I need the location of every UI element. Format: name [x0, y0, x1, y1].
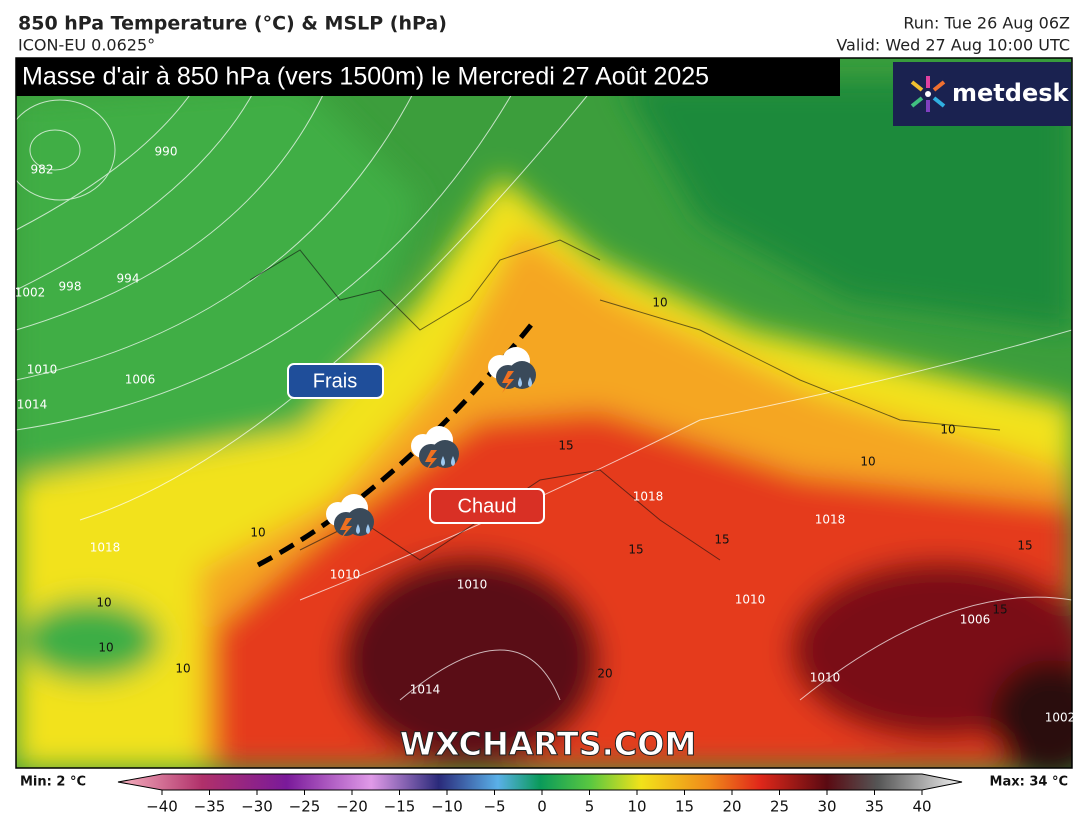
colorbar-tick-label: −5 [483, 798, 505, 816]
valid-time: Valid: Wed 27 Aug 10:00 UTC [836, 36, 1070, 55]
isobar-label: 1006 [125, 373, 156, 387]
run-time: Run: Tue 26 Aug 06Z [903, 14, 1070, 33]
isobar-label: 982 [31, 163, 54, 177]
logo-bg [893, 62, 1071, 126]
isobar-label: 1018 [815, 513, 846, 527]
storm-icon [326, 494, 374, 540]
colorbar-tick-label: −15 [384, 798, 416, 816]
colorbar-tick-label: −25 [289, 798, 321, 816]
temperature-label: 15 [1017, 539, 1032, 553]
rain-drop [451, 456, 455, 466]
colorbar-max: Max: 34 °C [990, 775, 1068, 790]
map-title: 850 hPa Temperature (°C) & MSLP (hPa) [18, 13, 447, 35]
temperature-label: 10 [96, 596, 111, 610]
isobar-label: 1002 [1045, 711, 1076, 725]
warm-label: Chaud [458, 495, 517, 517]
temperature-label: 15 [714, 533, 729, 547]
warm-label-bg [429, 488, 545, 524]
temperature-label: 10 [175, 662, 190, 676]
colorbar-tick-label: 30 [817, 798, 836, 816]
isobar-label: 998 [59, 280, 82, 294]
isobar-label: 1002 [15, 286, 46, 300]
temperature-label: 20 [597, 667, 612, 681]
isobar-label: 1010 [330, 568, 361, 582]
colorbar-tick-label: 40 [912, 798, 931, 816]
colorbar-tick-label: 15 [675, 798, 694, 816]
banner: Masse d'air à 850 hPa (vers 1500m) le Me… [22, 63, 709, 91]
temperature-label: 15 [628, 543, 643, 557]
rain-drop [441, 456, 445, 466]
cool-label-bg [287, 363, 384, 399]
storm-icon [488, 347, 536, 393]
temperature-label: 15 [992, 603, 1007, 617]
watermark: WXCHARTS.COM [400, 725, 697, 763]
colorbar-tick-label: −30 [241, 798, 273, 816]
colorbar-tick-label: −35 [194, 798, 226, 816]
colorbar-tick-label: 0 [537, 798, 547, 816]
isobar-label: 1010 [27, 363, 58, 377]
rain-drop [518, 377, 522, 387]
temperature-label: 10 [652, 296, 667, 310]
model-name: ICON-EU 0.0625° [18, 36, 155, 55]
lightning [340, 518, 352, 540]
colorbar-min: Min: 2 °C [20, 775, 86, 790]
colorbar-tick-label: 35 [865, 798, 884, 816]
temperature-label: 15 [558, 439, 573, 453]
colorbar-tick-label: 5 [585, 798, 595, 816]
storm-icon [411, 426, 459, 472]
isobar-label: 1010 [810, 671, 841, 685]
lightning [502, 371, 514, 393]
colorbar-tick-label: −40 [146, 798, 178, 816]
isobar-label: 990 [155, 145, 178, 159]
isobar-label: 1014 [410, 683, 441, 697]
isobar-label: 1010 [457, 578, 488, 592]
temperature-label: 10 [98, 641, 113, 655]
cool-label: Frais [313, 370, 357, 392]
rain-drop [366, 524, 370, 534]
isobar-label: 1010 [735, 593, 766, 607]
isobar-label: 1014 [17, 398, 48, 412]
colorbar-tick-label: 20 [722, 798, 741, 816]
temperature-label: 10 [250, 526, 265, 540]
banner-bg [16, 58, 840, 96]
isobar-label: 1018 [90, 541, 121, 555]
isobar-label: 1006 [960, 613, 991, 627]
colorbar-tick-label: −20 [336, 798, 368, 816]
map-area [16, 58, 1072, 768]
temperature-label: 10 [940, 423, 955, 437]
rain-drop [356, 524, 360, 534]
lightning [425, 450, 437, 472]
isobar-label: 994 [117, 272, 140, 286]
logo-icon [910, 76, 946, 112]
isobar-label: 1018 [633, 490, 664, 504]
logo-text: metdesk [952, 79, 1070, 107]
colorbar-tick-label: 25 [770, 798, 789, 816]
rain-drop [528, 377, 532, 387]
temperature-label: 10 [860, 455, 875, 469]
colorbar-tick-label: 10 [627, 798, 646, 816]
colorbar-tick-label: −10 [431, 798, 463, 816]
colorbar [117, 773, 963, 791]
